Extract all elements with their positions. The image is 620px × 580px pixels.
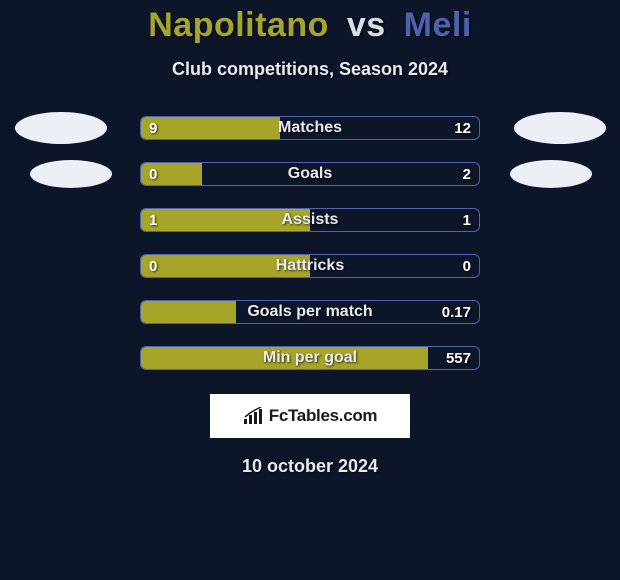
stat-label: Hattricks bbox=[141, 255, 479, 277]
subtitle: Club competitions, Season 2024 bbox=[172, 59, 448, 80]
stat-value-left: 9 bbox=[149, 117, 157, 139]
stat-value-left: 0 bbox=[149, 163, 157, 185]
player1-avatar bbox=[30, 160, 112, 188]
stat-label: Matches bbox=[141, 117, 479, 139]
stat-label: Assists bbox=[141, 209, 479, 231]
title: Napolitano vs Meli bbox=[148, 6, 472, 45]
bar-track: Min per goal557 bbox=[140, 346, 480, 370]
stat-value-left: 1 bbox=[149, 209, 157, 231]
logo-text: FcTables.com bbox=[269, 406, 378, 426]
stat-label: Goals per match bbox=[141, 301, 479, 323]
player2-avatar bbox=[514, 112, 606, 144]
stat-value-right: 2 bbox=[463, 163, 471, 185]
date-text: 10 october 2024 bbox=[242, 456, 378, 477]
bar-track: Goals per match0.17 bbox=[140, 300, 480, 324]
stat-row: Assists1 1 bbox=[0, 208, 620, 232]
bar-track: Matches9 12 bbox=[140, 116, 480, 140]
stat-value-left: 0 bbox=[149, 255, 157, 277]
stat-value-right: 557 bbox=[446, 347, 471, 369]
stat-label: Min per goal bbox=[141, 347, 479, 369]
bar-track: Goals0 2 bbox=[140, 162, 480, 186]
stat-value-right: 0 bbox=[463, 255, 471, 277]
comparison-infographic: Napolitano vs Meli Club competitions, Se… bbox=[0, 0, 620, 580]
stat-value-right: 0.17 bbox=[442, 301, 471, 323]
player2-avatar bbox=[510, 160, 592, 188]
stat-label: Goals bbox=[141, 163, 479, 185]
player1-name: Napolitano bbox=[148, 6, 329, 44]
stat-value-right: 12 bbox=[454, 117, 471, 139]
logo-box: FcTables.com bbox=[210, 394, 410, 438]
player1-avatar bbox=[15, 112, 107, 144]
stat-row: Hattricks0 0 bbox=[0, 254, 620, 278]
bar-track: Assists1 1 bbox=[140, 208, 480, 232]
stats-area: Matches912Goals02Assists11Hattricks00Goa… bbox=[0, 116, 620, 370]
player2-name: Meli bbox=[404, 6, 472, 44]
stat-row: Goals0 2 bbox=[0, 162, 620, 186]
stat-row: Goals per match0.17 bbox=[0, 300, 620, 324]
bar-track: Hattricks0 0 bbox=[140, 254, 480, 278]
vs-text: vs bbox=[347, 6, 386, 44]
stat-row: Matches9 12 bbox=[0, 116, 620, 140]
chart-icon bbox=[243, 407, 265, 425]
stat-row: Min per goal557 bbox=[0, 346, 620, 370]
stat-value-right: 1 bbox=[463, 209, 471, 231]
